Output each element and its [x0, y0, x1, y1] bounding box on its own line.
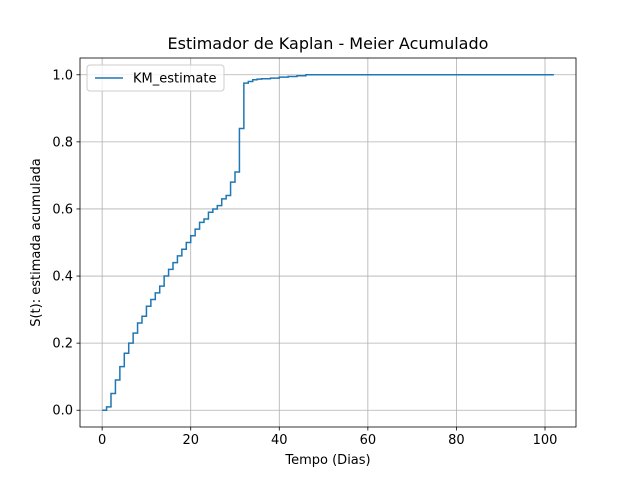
series-layer: [102, 74, 554, 411]
series-line-km-estimate: [102, 74, 554, 411]
y-tick-label: 0.8: [52, 135, 73, 150]
plot-frame: [79, 57, 577, 428]
x-tick-label: 20: [182, 433, 199, 448]
y-tick-label: 0.0: [52, 404, 73, 419]
x-tick-label: 100: [533, 433, 558, 448]
grid: [80, 58, 576, 427]
y-tick-label: 0.4: [52, 270, 73, 285]
x-axis-label: Tempo (Dias): [284, 453, 370, 468]
y-axis-label: S(t): estimada acumulada: [29, 158, 44, 327]
x-tick-label: 0: [98, 433, 106, 448]
x-axis-ticks: 0 20 40 60 80 100: [98, 427, 557, 448]
legend: KM_estimate: [86, 64, 225, 92]
y-tick-label: 0.2: [52, 337, 73, 352]
x-tick-label: 60: [360, 433, 377, 448]
legend-label-km-estimate: KM_estimate: [133, 72, 216, 87]
x-tick-label: 80: [448, 433, 465, 448]
chart-title: Estimador de Kaplan - Meier Acumulado: [168, 34, 489, 53]
legend-box: [86, 64, 225, 92]
y-axis-ticks: 0.0 0.2 0.4 0.6 0.8 1.0: [52, 68, 80, 419]
x-tick-label: 40: [271, 433, 288, 448]
y-tick-label: 1.0: [52, 68, 73, 83]
y-tick-label: 0.6: [52, 202, 73, 217]
